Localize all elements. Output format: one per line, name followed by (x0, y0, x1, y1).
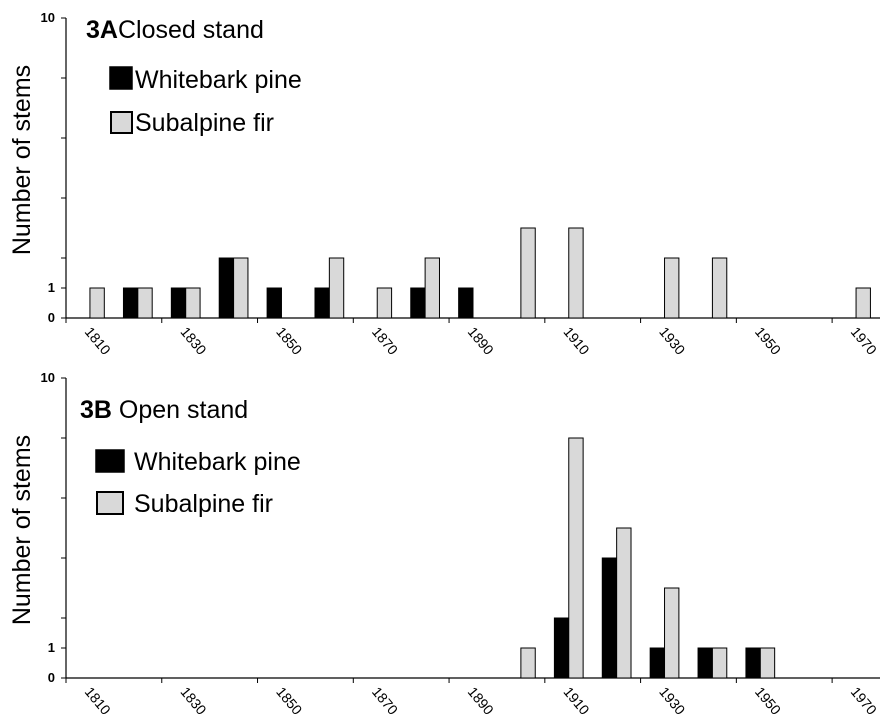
x-tick-label: 1870 (369, 324, 401, 358)
x-tick-label: 1830 (177, 684, 209, 718)
y-tick-label: 0 (48, 310, 55, 325)
bar-subalpine-fir-1910 (568, 227, 584, 319)
bar-whitebark-pine-1820 (122, 287, 139, 319)
bar-subalpine-fir-1870 (376, 287, 393, 319)
bar-whitebark-pine-1850 (266, 287, 282, 319)
chart-title: 3AClosed stand (86, 16, 264, 44)
bar-whitebark-pine-1830 (170, 287, 187, 319)
y-axis-label: Number of stems (8, 65, 36, 255)
x-tick-label: 1890 (465, 324, 497, 358)
legend-label-whitebark: Whitebark pine (135, 66, 302, 94)
chart-title: 3B Open stand (80, 396, 248, 424)
bar-subalpine-fir-1930 (664, 257, 680, 319)
bar-subalpine-fir-1930 (664, 587, 680, 679)
chart-title-rest: Open stand (112, 396, 248, 424)
x-tick-label: 1950 (752, 684, 784, 718)
y-tick-label: 1 (48, 280, 55, 295)
panel-3b: Number of stems 3B Open stand Whitebark … (8, 370, 880, 718)
y-tick-label: 1 (48, 640, 55, 655)
bar-subalpine-fir-1950 (759, 647, 776, 679)
bar-whitebark-pine-1940 (697, 647, 713, 679)
bar-subalpine-fir-1940 (711, 647, 728, 679)
bar-subalpine-fir-1830 (185, 287, 201, 319)
bar-subalpine-fir-1900 (520, 647, 536, 679)
bar-whitebark-pine-1880 (410, 287, 426, 319)
legend-swatch-subalpine (110, 111, 133, 134)
y-tick-label: 10 (41, 370, 55, 385)
x-tick-label: 1810 (82, 324, 114, 358)
x-tick-label: 1910 (560, 684, 592, 718)
bar-whitebark-pine-1920 (601, 557, 618, 679)
bar-whitebark-pine-1950 (745, 647, 761, 679)
legend-label-subalpine: Subalpine fir (135, 109, 274, 137)
bar-whitebark-pine-1890 (458, 287, 474, 319)
bar-subalpine-fir-1820 (137, 287, 153, 319)
x-tick-label: 1930 (656, 684, 688, 718)
bar-subalpine-fir-1880 (424, 257, 440, 319)
y-tick-label: 10 (41, 10, 55, 25)
x-tick-label: 1830 (177, 324, 209, 358)
x-tick-label: 1870 (369, 684, 401, 718)
x-tick-label: 1950 (752, 324, 784, 358)
x-tick-label: 1970 (848, 324, 880, 358)
bar-subalpine-fir-1940 (711, 257, 728, 319)
chart-title-rest: Closed stand (118, 16, 264, 44)
chart-title-bold: 3A (86, 16, 118, 44)
chart-title-bold: 3B (80, 396, 112, 424)
legend-swatch-subalpine (96, 491, 124, 515)
legend-swatch-whitebark (109, 66, 133, 90)
bar-whitebark-pine-1860 (314, 287, 330, 319)
bar-subalpine-fir-1810 (89, 287, 105, 319)
bar-subalpine-fir-1900 (520, 227, 536, 319)
x-tick-label: 1850 (273, 684, 305, 718)
x-tick-label: 1970 (848, 684, 880, 718)
y-axis-label: Number of stems (8, 435, 36, 625)
legend-swatch-whitebark (95, 449, 125, 473)
x-tick-label: 1810 (82, 684, 114, 718)
bar-subalpine-fir-1840 (233, 257, 249, 319)
x-tick-label: 1890 (465, 684, 497, 718)
bar-subalpine-fir-1970 (855, 287, 871, 319)
legend-label-whitebark: Whitebark pine (134, 448, 301, 476)
x-tick-label: 1910 (560, 324, 592, 358)
x-tick-label: 1930 (656, 324, 688, 358)
y-tick-label: 0 (48, 670, 55, 685)
bar-subalpine-fir-1860 (328, 257, 345, 319)
bar-whitebark-pine-1840 (218, 257, 235, 319)
panel-3a: Number of stems 3AClosed stand Whitebark… (8, 10, 880, 358)
x-tick-label: 1850 (273, 324, 305, 358)
bar-whitebark-pine-1930 (649, 647, 666, 679)
bar-whitebark-pine-1910 (553, 617, 570, 679)
bar-subalpine-fir-1920 (616, 527, 632, 679)
bar-subalpine-fir-1910 (568, 437, 584, 679)
legend-label-subalpine: Subalpine fir (134, 490, 273, 518)
